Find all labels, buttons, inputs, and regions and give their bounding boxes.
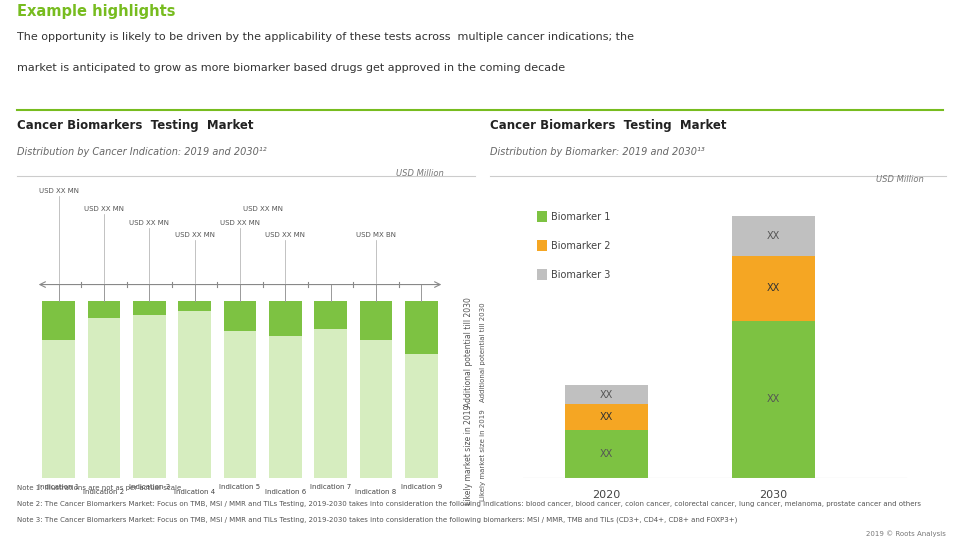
Text: Indication 1: Indication 1: [38, 484, 79, 490]
Text: Biomarker 1: Biomarker 1: [551, 212, 611, 222]
Text: XX: XX: [600, 449, 613, 458]
Bar: [314, 329, 348, 478]
Text: USD XX MN: USD XX MN: [38, 188, 79, 194]
Text: XX: XX: [767, 284, 780, 293]
Bar: [314, 301, 348, 329]
Bar: [87, 301, 120, 318]
Text: USD XX MN: USD XX MN: [84, 206, 124, 212]
Bar: [564, 385, 648, 404]
Bar: [360, 301, 393, 340]
Text: Cancer Biomarkers  Testing  Market: Cancer Biomarkers Testing Market: [490, 119, 726, 132]
Bar: [732, 255, 815, 321]
Text: Biomarker 3: Biomarker 3: [551, 270, 611, 280]
Text: USD XX MN: USD XX MN: [175, 232, 215, 239]
Text: Cancer Biomarkers  Testing  Market: Cancer Biomarkers Testing Market: [17, 119, 253, 132]
Text: USD Million: USD Million: [876, 174, 924, 184]
Text: Indication 9: Indication 9: [401, 484, 442, 490]
Text: Biomarker 2: Biomarker 2: [551, 241, 611, 251]
Text: Distribution by Biomarker: 2019 and 2030¹³: Distribution by Biomarker: 2019 and 2030…: [490, 147, 705, 157]
Text: Example highlights: Example highlights: [17, 4, 176, 18]
Text: Indication 4: Indication 4: [174, 489, 215, 495]
Text: XX: XX: [600, 390, 613, 400]
Bar: [269, 336, 301, 478]
Bar: [132, 315, 166, 478]
Text: 2030: 2030: [759, 490, 787, 500]
Bar: [179, 311, 211, 478]
Text: 2020: 2020: [592, 490, 621, 500]
Text: Note 3: The Cancer Biomarkers Market: Focus on TMB, MSI / MMR and TILs Testing, : Note 3: The Cancer Biomarkers Market: Fo…: [17, 516, 737, 523]
Bar: [537, 269, 547, 280]
Text: Distribution by Cancer Indication: 2019 and 2030¹²: Distribution by Cancer Indication: 2019 …: [17, 147, 267, 157]
Bar: [405, 354, 438, 478]
Bar: [564, 429, 648, 478]
Text: XX: XX: [600, 412, 613, 422]
Text: XX: XX: [767, 231, 780, 241]
Bar: [42, 340, 75, 478]
Text: market is anticipated to grow as more biomarker based drugs get approved in the : market is anticipated to grow as more bi…: [17, 63, 565, 73]
Bar: [455, 446, 464, 464]
Bar: [224, 330, 256, 478]
Text: Additional potential till 2030: Additional potential till 2030: [464, 297, 472, 407]
Text: Indication 6: Indication 6: [265, 489, 306, 495]
Bar: [269, 301, 301, 336]
Bar: [87, 318, 120, 478]
Text: Indication 8: Indication 8: [355, 489, 396, 495]
Text: Additional potential till 2030: Additional potential till 2030: [480, 302, 487, 402]
Text: Likely market size in 2019: Likely market size in 2019: [480, 409, 487, 501]
Text: Indication 3: Indication 3: [129, 484, 170, 490]
Bar: [537, 240, 547, 251]
Bar: [537, 211, 547, 222]
Text: Indication 2: Indication 2: [84, 489, 125, 495]
Bar: [360, 340, 393, 478]
Text: USD XX MN: USD XX MN: [220, 220, 260, 226]
Text: USD XX MN: USD XX MN: [265, 232, 305, 239]
Text: USD XX MN: USD XX MN: [243, 206, 282, 212]
Text: 2019 © Roots Analysis: 2019 © Roots Analysis: [866, 530, 946, 537]
Text: Likely market size in 2019: Likely market size in 2019: [464, 404, 472, 505]
Bar: [132, 301, 166, 315]
Text: XX: XX: [767, 394, 780, 404]
Text: Indication 5: Indication 5: [220, 484, 260, 490]
Text: The opportunity is likely to be driven by the applicability of these tests acros: The opportunity is likely to be driven b…: [17, 32, 635, 42]
Bar: [224, 301, 256, 330]
Text: Note 1: Illustrations are not as per actual scale: Note 1: Illustrations are not as per act…: [17, 485, 181, 491]
Text: USD Million: USD Million: [396, 170, 444, 178]
Text: Note 2: The Cancer Biomarkers Market: Focus on TMB, MSI / MMR and TILs Testing, : Note 2: The Cancer Biomarkers Market: Fo…: [17, 502, 922, 508]
Text: USD XX MN: USD XX MN: [130, 220, 169, 226]
Bar: [564, 404, 648, 429]
Bar: [42, 301, 75, 340]
Bar: [732, 321, 815, 478]
Text: USD MX BN: USD MX BN: [356, 232, 396, 239]
Bar: [732, 217, 815, 255]
Bar: [405, 301, 438, 354]
Bar: [179, 301, 211, 311]
Bar: [455, 336, 464, 368]
Text: Indication 7: Indication 7: [310, 484, 351, 490]
